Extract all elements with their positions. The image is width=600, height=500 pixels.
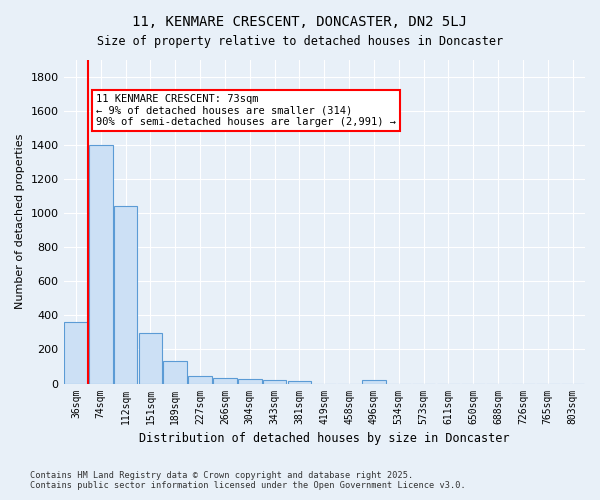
Bar: [362, 380, 386, 384]
Text: Contains HM Land Registry data © Crown copyright and database right 2025.
Contai: Contains HM Land Registry data © Crown c…: [30, 470, 466, 490]
Text: 11, KENMARE CRESCENT, DONCASTER, DN2 5LJ: 11, KENMARE CRESCENT, DONCASTER, DN2 5LJ: [133, 15, 467, 29]
Bar: [139, 334, 162, 384]
Bar: [263, 380, 286, 384]
Bar: [188, 376, 212, 384]
Y-axis label: Number of detached properties: Number of detached properties: [15, 134, 25, 310]
Text: 11 KENMARE CRESCENT: 73sqm
← 9% of detached houses are smaller (314)
90% of semi: 11 KENMARE CRESCENT: 73sqm ← 9% of detac…: [96, 94, 396, 128]
Bar: [114, 206, 137, 384]
Bar: [64, 322, 88, 384]
Bar: [238, 379, 262, 384]
Bar: [89, 145, 113, 384]
Bar: [213, 378, 237, 384]
Text: Size of property relative to detached houses in Doncaster: Size of property relative to detached ho…: [97, 35, 503, 48]
Bar: [287, 382, 311, 384]
Bar: [163, 362, 187, 384]
X-axis label: Distribution of detached houses by size in Doncaster: Distribution of detached houses by size …: [139, 432, 509, 445]
